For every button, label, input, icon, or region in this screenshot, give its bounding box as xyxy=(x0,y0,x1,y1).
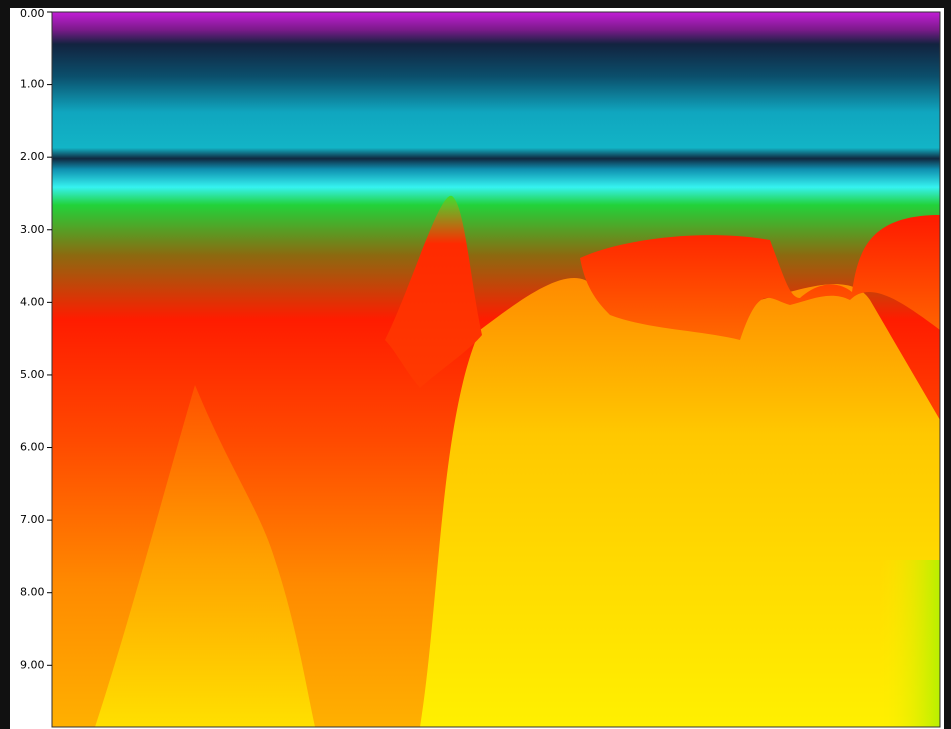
y-tick-label: 2.00 xyxy=(20,150,45,163)
y-tick-label: 9.00 xyxy=(20,658,45,671)
chart: 0.00 1.00 2.00 3.00 4.00 5.00 6.00 7.00 8.00 9.00 xyxy=(0,0,951,729)
y-tick-label: 5.00 xyxy=(20,368,45,381)
heatmap-field xyxy=(52,12,940,727)
y-tick-label: 0.00 xyxy=(20,7,45,20)
y-tick-label: 7.00 xyxy=(20,513,45,526)
y-tick-label: 8.00 xyxy=(20,586,45,599)
y-tick-label: 3.00 xyxy=(20,223,45,236)
y-tick-label: 4.00 xyxy=(20,295,45,308)
y-tick-label: 6.00 xyxy=(20,441,45,454)
y-tick-label: 1.00 xyxy=(20,78,45,91)
page: {"chart_data": {"type": "heatmap", "ylim… xyxy=(0,0,951,729)
